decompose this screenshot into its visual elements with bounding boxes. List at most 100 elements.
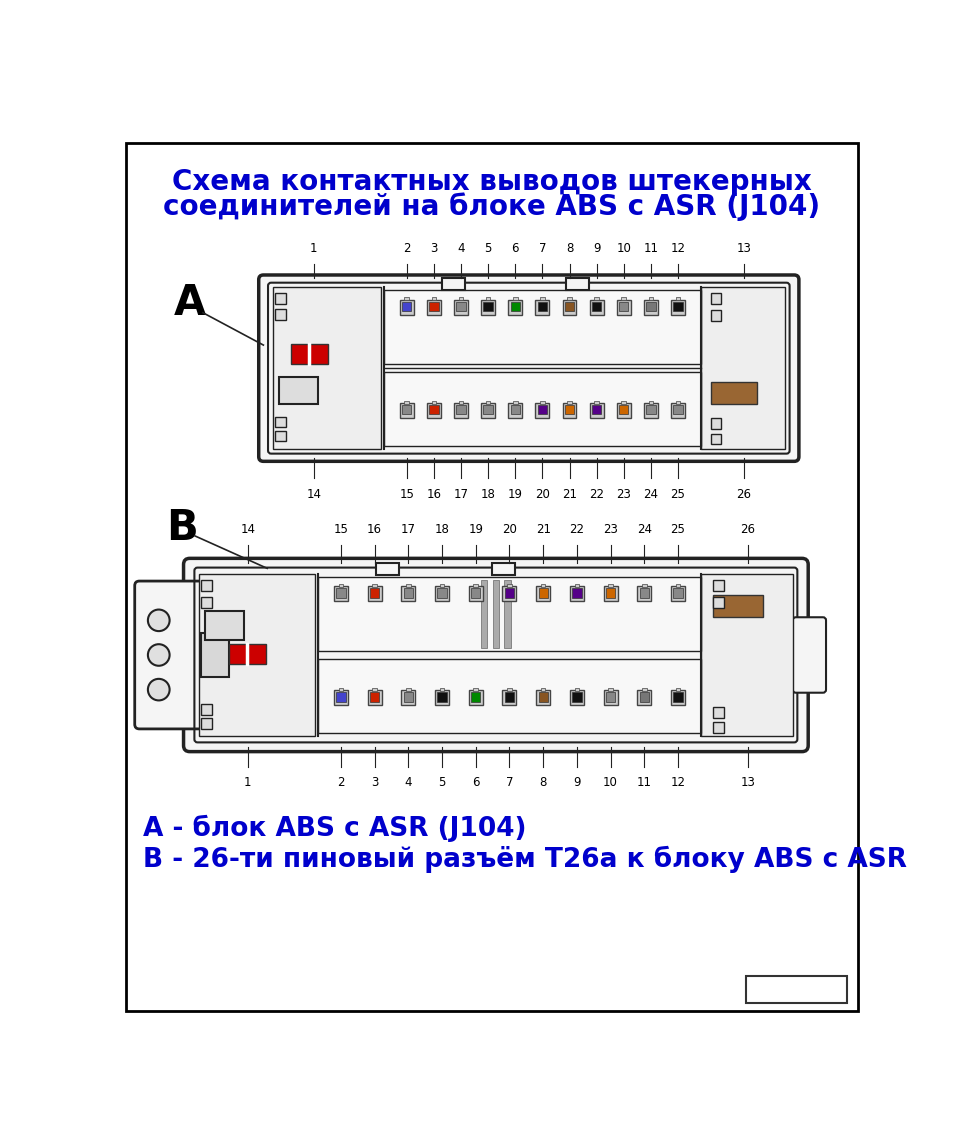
Bar xyxy=(429,302,439,311)
Text: 4: 4 xyxy=(457,242,465,255)
Bar xyxy=(438,589,446,598)
Text: 1: 1 xyxy=(310,242,318,255)
Bar xyxy=(646,302,656,311)
Bar xyxy=(508,402,522,418)
Bar xyxy=(399,402,414,418)
Text: 8: 8 xyxy=(540,776,547,790)
Text: 9: 9 xyxy=(573,776,581,790)
Bar xyxy=(539,693,548,702)
Bar xyxy=(616,299,631,315)
Bar xyxy=(427,402,441,418)
Bar xyxy=(511,405,520,415)
Bar xyxy=(619,302,629,311)
Bar xyxy=(336,589,346,598)
Bar xyxy=(375,563,399,575)
Circle shape xyxy=(148,645,170,665)
Bar xyxy=(427,299,441,315)
Text: 10: 10 xyxy=(603,776,618,790)
Bar xyxy=(676,400,681,403)
Text: 19: 19 xyxy=(508,488,523,501)
Bar xyxy=(594,297,599,301)
Text: 12: 12 xyxy=(670,242,685,255)
Bar xyxy=(563,402,576,418)
Bar xyxy=(401,690,416,705)
Bar xyxy=(606,693,615,702)
Bar xyxy=(403,589,413,598)
Text: 18: 18 xyxy=(481,488,495,501)
Text: 14: 14 xyxy=(240,523,255,536)
Bar xyxy=(538,302,547,311)
Circle shape xyxy=(148,679,170,701)
Text: 17: 17 xyxy=(401,523,416,536)
Text: 1: 1 xyxy=(244,776,252,790)
Text: соединителей на блоке ABS с ASR (J104): соединителей на блоке ABS с ASR (J104) xyxy=(163,193,821,222)
Bar xyxy=(468,586,483,601)
Bar xyxy=(589,402,604,418)
Bar xyxy=(639,589,649,598)
Bar xyxy=(432,400,436,403)
Bar xyxy=(481,580,488,648)
Bar xyxy=(570,586,584,601)
Bar xyxy=(471,589,480,598)
Bar xyxy=(594,400,599,403)
Text: A: A xyxy=(174,281,205,323)
FancyBboxPatch shape xyxy=(259,275,799,462)
Bar xyxy=(502,586,516,601)
Text: 21: 21 xyxy=(562,488,577,501)
Text: N97-0603: N97-0603 xyxy=(759,982,834,997)
Bar xyxy=(511,302,520,311)
Bar xyxy=(649,297,653,301)
Bar xyxy=(537,690,550,705)
Bar xyxy=(642,688,647,690)
Bar xyxy=(713,722,724,733)
Bar xyxy=(513,297,517,301)
Text: 8: 8 xyxy=(565,242,573,255)
Bar xyxy=(671,690,685,705)
Bar xyxy=(492,563,516,575)
Text: 2: 2 xyxy=(403,242,411,255)
Bar xyxy=(481,299,495,315)
Bar xyxy=(642,584,647,586)
Text: 26: 26 xyxy=(740,523,756,536)
Bar xyxy=(202,597,212,608)
Bar xyxy=(205,610,244,640)
Text: 16: 16 xyxy=(426,488,442,501)
Bar xyxy=(401,586,416,601)
Bar xyxy=(606,589,615,598)
Bar xyxy=(291,344,327,363)
Bar xyxy=(701,287,785,449)
Bar xyxy=(481,402,495,418)
Bar xyxy=(540,584,545,586)
Bar xyxy=(275,417,286,427)
Bar xyxy=(637,586,651,601)
Bar xyxy=(402,405,412,415)
Bar xyxy=(572,589,582,598)
Text: 21: 21 xyxy=(536,523,551,536)
Text: Схема контактных выводов штекерных: Схема контактных выводов штекерных xyxy=(172,168,812,195)
Bar xyxy=(429,405,439,415)
Bar xyxy=(471,693,480,702)
Bar xyxy=(671,299,685,315)
Text: 20: 20 xyxy=(502,523,516,536)
Bar xyxy=(710,433,721,445)
Bar xyxy=(539,589,548,598)
Bar xyxy=(228,645,266,664)
Bar xyxy=(473,688,478,690)
Bar xyxy=(621,400,626,403)
Bar xyxy=(572,693,582,702)
Bar xyxy=(440,584,444,586)
Text: B: B xyxy=(166,507,198,550)
Bar xyxy=(673,589,683,598)
Bar xyxy=(536,299,549,315)
Bar xyxy=(275,431,286,441)
Text: 7: 7 xyxy=(539,242,546,255)
Text: 6: 6 xyxy=(472,776,479,790)
FancyBboxPatch shape xyxy=(793,617,826,693)
Text: 17: 17 xyxy=(453,488,468,501)
Bar xyxy=(574,688,579,690)
Bar xyxy=(676,584,681,586)
Text: 26: 26 xyxy=(736,488,752,501)
Bar xyxy=(404,297,409,301)
Bar xyxy=(370,693,379,702)
Bar xyxy=(459,297,464,301)
